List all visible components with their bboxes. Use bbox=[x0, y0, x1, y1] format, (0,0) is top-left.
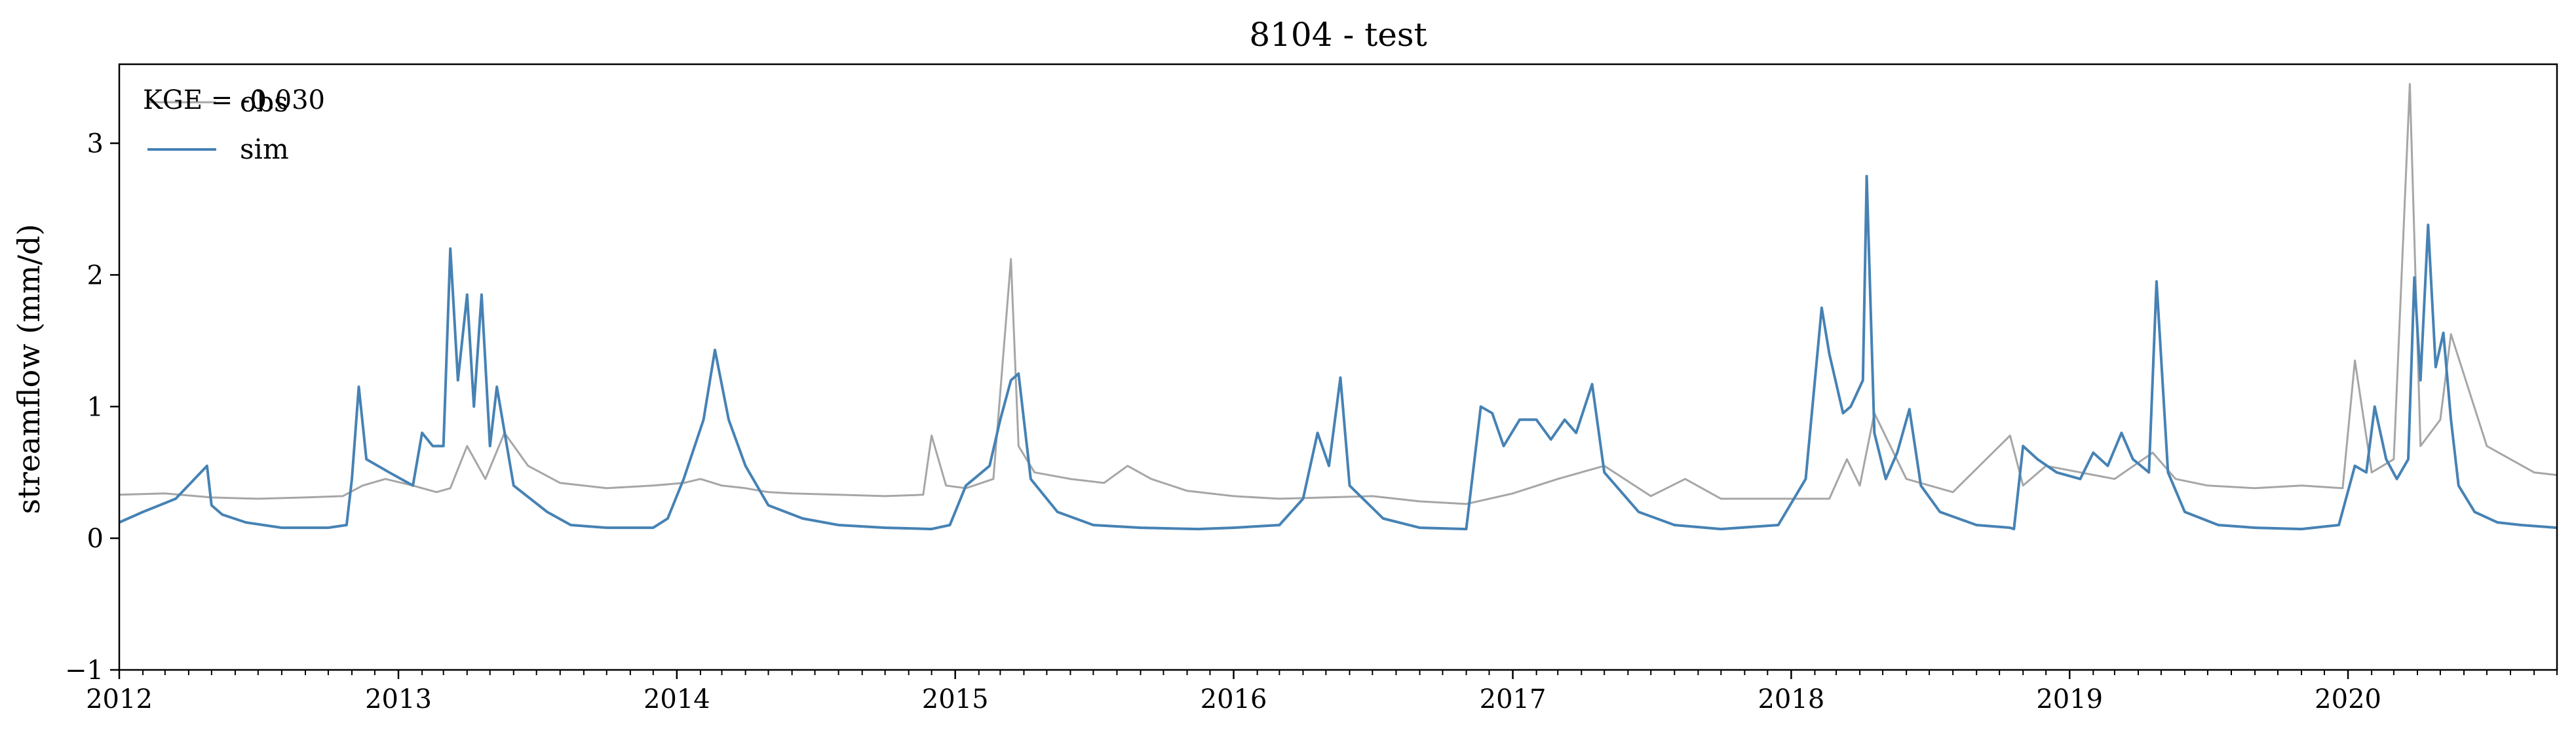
y-tick-label: 3 bbox=[87, 129, 104, 159]
y-tick-label: −1 bbox=[65, 655, 104, 686]
y-tick-label: 0 bbox=[87, 524, 104, 554]
y-ticks: −1 0 1 2 3 bbox=[65, 129, 119, 686]
series-line-sim bbox=[119, 174, 2558, 531]
legend-label-obs: obs bbox=[240, 86, 288, 118]
x-tick-label: 2016 bbox=[1201, 684, 1267, 714]
x-tick-label: 2014 bbox=[644, 684, 710, 714]
series-line-obs bbox=[119, 83, 2558, 505]
plot-frame bbox=[118, 63, 2558, 671]
x-tick-label: 2012 bbox=[86, 684, 153, 714]
y-tick-label: 1 bbox=[87, 392, 104, 422]
x-tick-label: 2013 bbox=[365, 684, 432, 714]
legend-label-sim: sim bbox=[240, 133, 289, 165]
x-tick-label: 2017 bbox=[1480, 684, 1547, 714]
kge-annotation: KGE = -0.030 bbox=[143, 85, 325, 115]
x-tick-label: 2019 bbox=[2036, 684, 2103, 714]
y-tick-label: 2 bbox=[87, 260, 104, 290]
y-axis-label: streamflow (mm/d) bbox=[11, 224, 47, 515]
x-tick-label: 2015 bbox=[922, 684, 989, 714]
x-tick-label: 2020 bbox=[2315, 684, 2381, 714]
x-tick-label: 2018 bbox=[1758, 684, 1824, 714]
series-layer bbox=[119, 83, 2558, 531]
chart-title: 8104 - test bbox=[1249, 16, 1427, 54]
legend: obs sim bbox=[147, 86, 289, 165]
x-ticks: 2012 2013 2014 2015 2016 2017 2018 2019 2020 bbox=[86, 670, 2558, 714]
